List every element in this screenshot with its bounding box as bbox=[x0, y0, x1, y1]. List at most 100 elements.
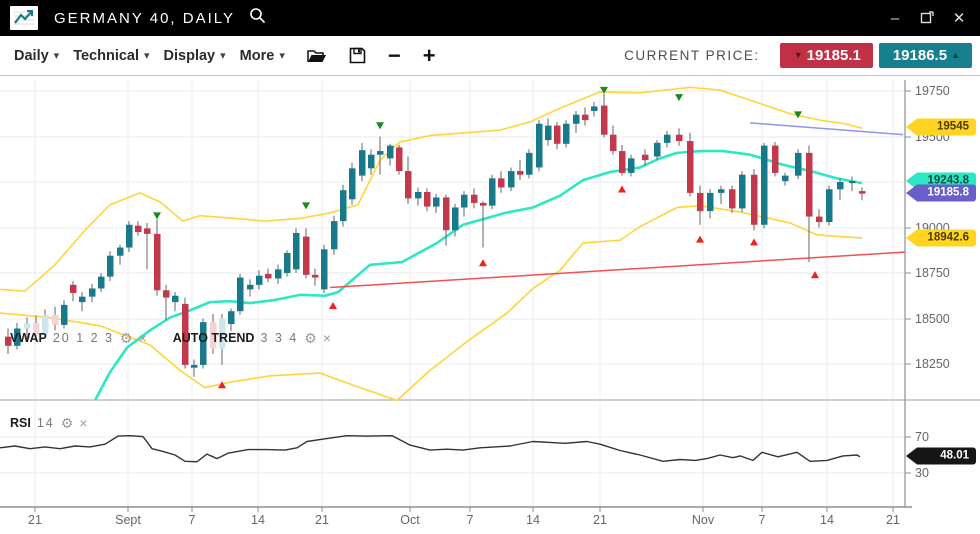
candle-up bbox=[591, 106, 598, 112]
chevron-down-icon: ▾ bbox=[220, 50, 226, 62]
candle-down bbox=[303, 236, 310, 275]
sell-signal-icon bbox=[600, 86, 608, 94]
candle-up bbox=[761, 145, 768, 225]
candle-up bbox=[795, 152, 802, 176]
close-icon[interactable]: × bbox=[79, 415, 88, 431]
candle-up bbox=[200, 322, 207, 365]
candle-up bbox=[452, 207, 459, 231]
buy-signal-icon bbox=[811, 271, 819, 279]
zoom-in-button[interactable]: + bbox=[422, 42, 436, 68]
buy-price-value: 19186.5 bbox=[892, 47, 948, 64]
price-tag: 48.01 bbox=[906, 447, 976, 465]
close-button[interactable]: ✕ bbox=[952, 10, 966, 27]
auto-trend-name: AUTO TREND bbox=[172, 331, 255, 345]
rsi-axis-label: 30 bbox=[915, 466, 929, 480]
candle-up bbox=[331, 221, 338, 250]
menu-timeframe[interactable]: Daily ▾ bbox=[14, 47, 60, 64]
close-icon[interactable]: × bbox=[138, 330, 147, 346]
candle-up bbox=[415, 192, 422, 199]
price-axis-label: 18750 bbox=[915, 266, 950, 280]
candle-up bbox=[237, 277, 244, 312]
candle-down bbox=[642, 154, 649, 161]
gear-icon[interactable]: ⚙ bbox=[60, 415, 74, 431]
candle-up bbox=[219, 318, 226, 349]
sell-signal-icon bbox=[153, 212, 161, 220]
open-folder-icon[interactable] bbox=[307, 48, 327, 64]
date-axis-label: 7 bbox=[188, 513, 196, 527]
candle-up bbox=[377, 151, 384, 155]
gear-icon[interactable]: ⚙ bbox=[120, 330, 133, 346]
candle-down bbox=[70, 284, 77, 294]
candle-up bbox=[284, 252, 291, 273]
sell-price-button[interactable]: ▼ 19185.1 bbox=[779, 43, 873, 68]
price-down-icon: ▼ bbox=[793, 50, 803, 60]
current-price-label: CURRENT PRICE: bbox=[624, 48, 760, 63]
candle-down bbox=[498, 178, 505, 188]
candle-down bbox=[471, 194, 478, 203]
date-axis-label: 14 bbox=[526, 513, 540, 527]
candle-down bbox=[480, 202, 487, 206]
sell-price-value: 19185.1 bbox=[806, 47, 861, 64]
candle-up bbox=[321, 249, 328, 290]
chevron-down-icon: ▾ bbox=[279, 50, 285, 62]
date-axis-label: Oct bbox=[400, 513, 420, 527]
price-up-icon: ▲ bbox=[951, 50, 960, 60]
candle-up bbox=[61, 304, 68, 325]
candle-down bbox=[154, 233, 161, 291]
gear-icon[interactable]: ⚙ bbox=[304, 330, 317, 346]
buy-signal-icon bbox=[618, 185, 626, 193]
sell-signal-icon bbox=[675, 94, 683, 102]
menu-more[interactable]: More ▾ bbox=[239, 47, 285, 64]
vwap-name: VWAP bbox=[10, 331, 47, 345]
candle-down bbox=[163, 290, 170, 298]
candle-up bbox=[718, 189, 725, 193]
close-icon[interactable]: × bbox=[322, 330, 332, 346]
candle-up bbox=[79, 296, 86, 303]
candle-up bbox=[349, 168, 356, 200]
candle-up bbox=[275, 269, 282, 279]
titlebar: GERMANY 40, DAILY – ✕ bbox=[0, 0, 980, 36]
zoom-out-button[interactable]: − bbox=[387, 42, 401, 68]
chevron-down-icon: ▾ bbox=[53, 50, 60, 62]
buy-price-button[interactable]: 19186.5 ▲ bbox=[878, 43, 972, 68]
auto-trend-resistance-line bbox=[749, 122, 904, 136]
candle-up bbox=[654, 142, 661, 157]
date-axis-label: 7 bbox=[758, 513, 766, 527]
candle-down bbox=[676, 134, 683, 142]
rsi-params: 14 bbox=[36, 416, 55, 430]
candle-down bbox=[52, 314, 59, 325]
candle-up bbox=[739, 174, 746, 209]
price-tag: 19185.8 bbox=[906, 184, 976, 202]
candle-down bbox=[396, 147, 403, 172]
vwap-params: 20 1 2 3 bbox=[52, 331, 114, 345]
candle-up bbox=[247, 284, 254, 290]
candle-up bbox=[628, 158, 635, 173]
date-axis-label: Sept bbox=[115, 513, 141, 527]
price-axis-label: 18250 bbox=[915, 357, 950, 371]
candle-up bbox=[664, 134, 671, 143]
search-icon[interactable] bbox=[249, 7, 266, 29]
candle-up bbox=[387, 145, 394, 159]
candle-down bbox=[517, 171, 524, 175]
candle-down bbox=[210, 322, 217, 349]
popout-button[interactable] bbox=[918, 9, 936, 28]
candle-up bbox=[837, 182, 844, 190]
candle-down bbox=[554, 125, 561, 144]
candle-up bbox=[42, 314, 49, 335]
candle-up bbox=[489, 178, 496, 206]
candle-up bbox=[107, 255, 114, 277]
save-icon[interactable] bbox=[349, 47, 366, 64]
menu-technical[interactable]: Technical ▾ bbox=[73, 47, 150, 64]
candle-down bbox=[729, 189, 736, 209]
minimize-button[interactable]: – bbox=[890, 9, 900, 27]
menu-display[interactable]: Display ▾ bbox=[163, 47, 226, 64]
buy-signal-icon bbox=[479, 259, 487, 267]
candle-up bbox=[14, 328, 21, 346]
candle-down bbox=[443, 197, 450, 231]
candle-down bbox=[806, 152, 813, 217]
chart-canvas[interactable] bbox=[0, 76, 980, 534]
candle-up bbox=[508, 171, 515, 188]
date-axis-label: 7 bbox=[466, 513, 474, 527]
date-axis-label: 21 bbox=[593, 513, 607, 527]
date-axis-label: 14 bbox=[820, 513, 834, 527]
